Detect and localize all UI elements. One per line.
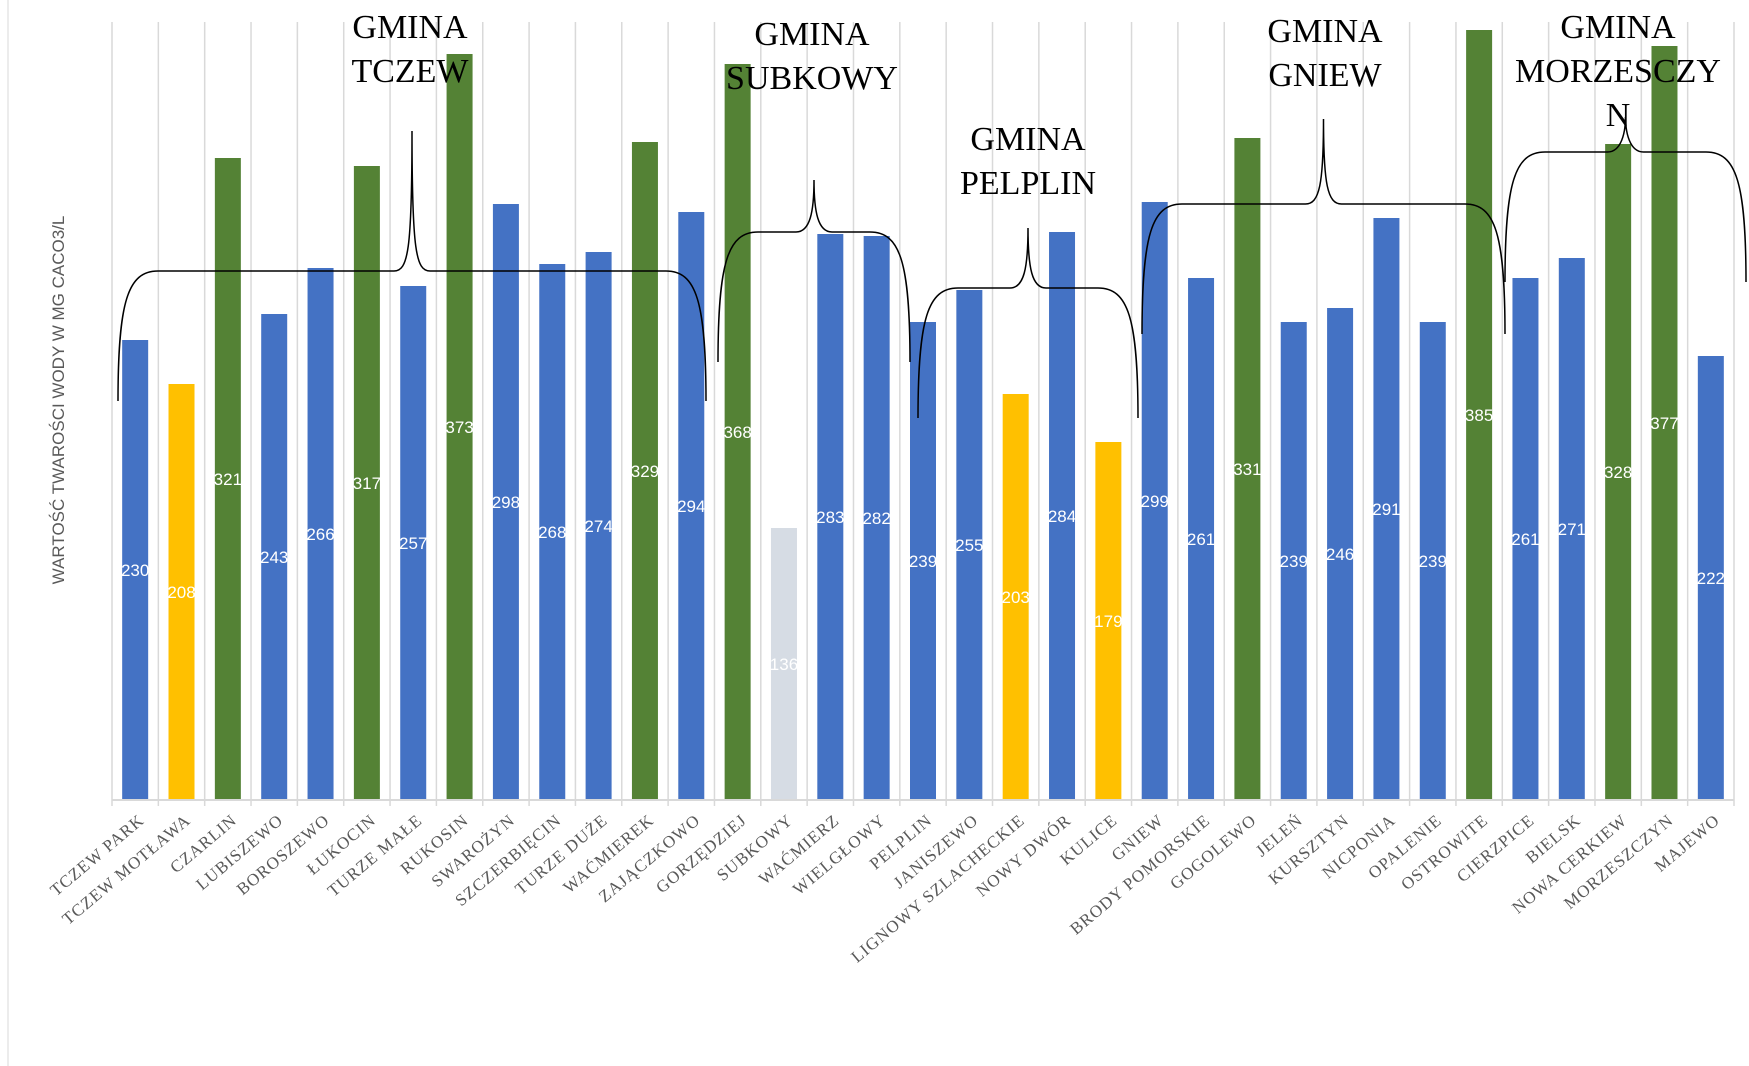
bar-23 bbox=[1141, 202, 1168, 800]
group-brace-1 bbox=[117, 130, 707, 402]
group-label-2-line-1: GMINA bbox=[754, 16, 870, 53]
group-annotations: GMINA TCZEW GMINA SUBKOWY GMINA PELPLIN GMINA G… bbox=[117, 9, 1747, 419]
group-label-3-line-1: GMINA bbox=[970, 121, 1086, 158]
bar-30 bbox=[1466, 30, 1493, 800]
bar-16 bbox=[817, 234, 844, 800]
x-axis bbox=[111, 799, 1735, 806]
group-label-5-line-2: MORZESCZY bbox=[1515, 53, 1721, 90]
bar-19 bbox=[956, 290, 983, 800]
data-label-29: 239 bbox=[1419, 552, 1447, 571]
bar-26 bbox=[1280, 322, 1307, 800]
bar-4 bbox=[261, 314, 288, 800]
data-label-20: 203 bbox=[1001, 588, 1029, 607]
data-label-11: 274 bbox=[584, 517, 612, 536]
bar-31 bbox=[1512, 278, 1539, 800]
bar-35 bbox=[1697, 356, 1724, 800]
group-brace-3 bbox=[917, 227, 1139, 419]
data-label-7: 257 bbox=[399, 534, 427, 553]
data-label-33: 328 bbox=[1604, 463, 1632, 482]
data-label-14: 368 bbox=[723, 423, 751, 442]
bar-10 bbox=[539, 264, 566, 800]
data-label-16: 283 bbox=[816, 508, 844, 527]
bar-22 bbox=[1095, 442, 1122, 800]
bar-3 bbox=[214, 158, 241, 800]
bar-12 bbox=[631, 142, 658, 800]
data-label-23: 299 bbox=[1141, 492, 1169, 511]
bar-18 bbox=[910, 322, 936, 800]
data-label-27: 246 bbox=[1326, 545, 1354, 564]
data-label-10: 268 bbox=[538, 523, 566, 542]
data-label-31: 261 bbox=[1511, 530, 1539, 549]
bar-15 bbox=[770, 528, 797, 800]
data-label-21: 284 bbox=[1048, 507, 1076, 526]
bar-20 bbox=[1002, 394, 1029, 800]
group-label-3-line-2: PELPLIN bbox=[960, 165, 1096, 202]
bar-11 bbox=[585, 252, 612, 800]
group-label-5-line-1: GMINA bbox=[1560, 9, 1676, 46]
data-label-15: 136 bbox=[770, 655, 798, 674]
bar-7 bbox=[400, 286, 427, 800]
data-label-8: 373 bbox=[445, 418, 473, 437]
data-label-24: 261 bbox=[1187, 530, 1215, 549]
data-label-28: 291 bbox=[1372, 500, 1400, 519]
data-label-2: 208 bbox=[167, 583, 195, 602]
bar-9 bbox=[492, 204, 519, 800]
bar-5 bbox=[307, 268, 334, 800]
data-label-13: 294 bbox=[677, 497, 705, 516]
y-axis-title: WARTOŚĆ TWAROŚCI WODY W MG CACO3/L bbox=[49, 216, 68, 585]
bar-34 bbox=[1651, 46, 1678, 800]
bar-17 bbox=[863, 236, 890, 800]
bar-2 bbox=[168, 384, 195, 800]
data-label-18: 239 bbox=[909, 552, 937, 571]
bar-27 bbox=[1327, 308, 1354, 800]
bar-21 bbox=[1049, 232, 1076, 800]
bar-14 bbox=[724, 64, 751, 800]
data-labels: 230 208 321 243 266 317 257 373 298 268 274 329 294 3… bbox=[121, 406, 1725, 674]
bar-25 bbox=[1234, 138, 1261, 800]
data-label-4: 243 bbox=[260, 548, 288, 567]
data-label-34: 377 bbox=[1650, 414, 1678, 433]
data-label-25: 331 bbox=[1233, 460, 1261, 479]
data-label-5: 266 bbox=[306, 525, 334, 544]
group-brace-4 bbox=[1141, 118, 1506, 335]
bar-28 bbox=[1373, 218, 1400, 800]
bars bbox=[122, 30, 1724, 800]
group-brace-2 bbox=[717, 179, 911, 363]
bar-1 bbox=[122, 340, 149, 800]
data-label-26: 239 bbox=[1280, 552, 1308, 571]
data-label-12: 329 bbox=[631, 462, 659, 481]
data-label-9: 298 bbox=[492, 493, 520, 512]
group-brace-5 bbox=[1504, 116, 1747, 283]
data-label-6: 317 bbox=[353, 474, 381, 493]
group-label-4-line-1: GMINA bbox=[1267, 13, 1383, 50]
group-label-4-line-2: GNIEW bbox=[1268, 57, 1382, 94]
bar-29 bbox=[1419, 322, 1446, 800]
data-label-3: 321 bbox=[214, 470, 242, 489]
group-label-1-line-1: GMINA bbox=[352, 9, 468, 46]
group-label-2-line-2: SUBKOWY bbox=[726, 60, 898, 97]
bar-24 bbox=[1188, 278, 1215, 800]
data-label-30: 385 bbox=[1465, 406, 1493, 425]
data-label-17: 282 bbox=[862, 509, 890, 528]
data-label-19: 255 bbox=[955, 536, 983, 555]
group-label-1-line-2: TCZEW bbox=[351, 53, 469, 90]
bar-8 bbox=[446, 54, 473, 800]
data-label-35: 222 bbox=[1697, 569, 1725, 588]
gridlines bbox=[7, 0, 1735, 1066]
data-label-1: 230 bbox=[121, 561, 149, 580]
data-label-22: 179 bbox=[1094, 612, 1122, 631]
bar-32 bbox=[1558, 258, 1585, 800]
bar-33 bbox=[1605, 144, 1632, 800]
data-label-32: 271 bbox=[1558, 520, 1586, 539]
group-label-5-line-3: N bbox=[1606, 97, 1631, 134]
